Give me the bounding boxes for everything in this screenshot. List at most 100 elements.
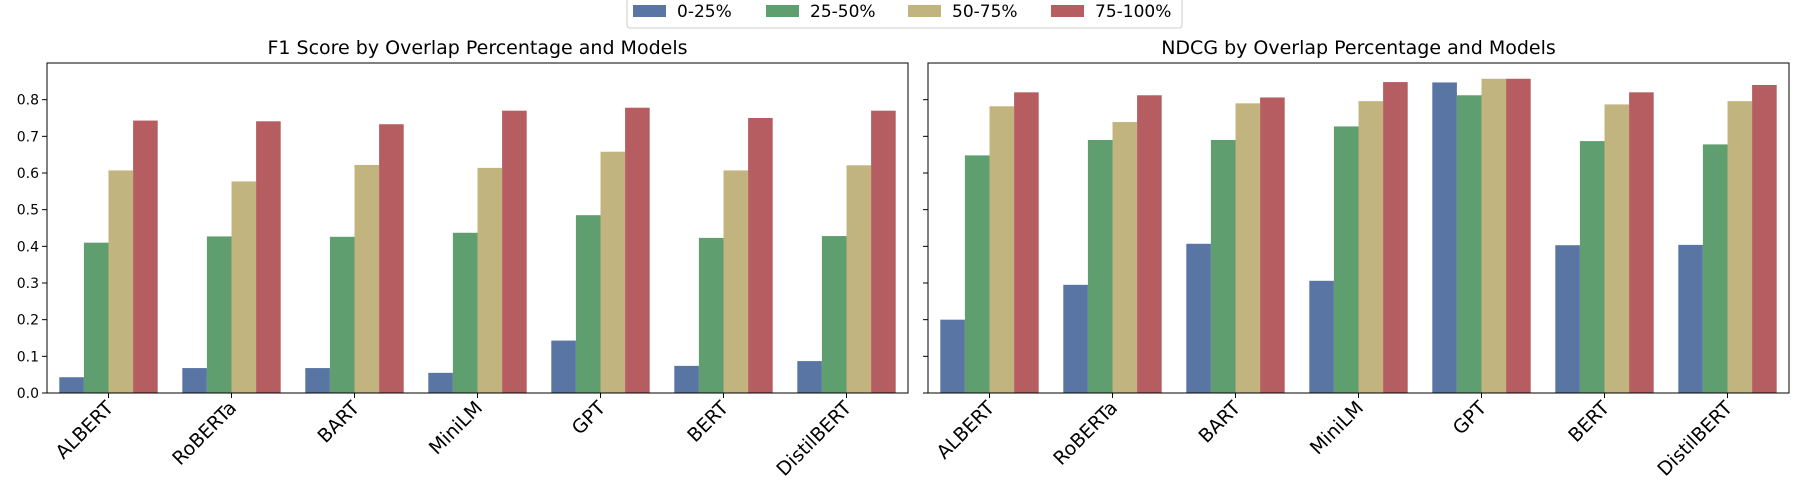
bar-gpt-0-25pct (1432, 82, 1457, 394)
chart-title: NDCG by Overlap Percentage and Models (1161, 37, 1556, 59)
bar-minilm-25-50pct (452, 232, 478, 393)
bar-bert-75-100pct (748, 118, 773, 393)
chart-title: F1 Score by Overlap Percentage and Model… (267, 37, 687, 59)
x-tick-label: DistilBERT (772, 397, 856, 481)
bar-minilm-0-25pct (1309, 280, 1334, 393)
bar-bert-25-50pct (1579, 141, 1605, 393)
bar-distilbert-50-75pct (1727, 101, 1753, 393)
legend-label: 50-75% (952, 2, 1018, 22)
legend-swatch (1051, 5, 1084, 17)
bar-roberta-50-75pct (231, 181, 257, 393)
bar-gpt-25-50pct (575, 215, 601, 393)
legend-item-2: 25-50% (766, 2, 876, 22)
bar-albert-0-25pct (940, 319, 965, 393)
y-tick-label: 0.3 (17, 276, 39, 292)
bar-albert-75-100pct (1014, 92, 1039, 393)
bar-minilm-25-50pct (1333, 126, 1359, 394)
bar-albert-0-25pct (59, 377, 84, 393)
plot-frame (46, 62, 909, 394)
bar-minilm-0-25pct (428, 372, 453, 393)
bar-bart-0-25pct (305, 368, 330, 393)
plot-frame (927, 62, 1790, 394)
bar-bert-75-100pct (1629, 92, 1654, 393)
bar-roberta-50-75pct (1112, 122, 1138, 393)
bar-bert-25-50pct (698, 237, 724, 393)
bar-bart-25-50pct (329, 236, 355, 393)
bar-gpt-0-25pct (551, 340, 576, 393)
bar-distilbert-75-100pct (871, 110, 896, 394)
chart-panel-2: NDCG by Overlap Percentage and Models ALB… (923, 37, 1790, 481)
legend-swatch (766, 5, 799, 17)
bar-bert-0-25pct (674, 365, 699, 393)
y-tick-label: 0.2 (17, 313, 39, 329)
x-tick-label: RoBERTa (168, 397, 241, 470)
bar-bart-25-50pct (1210, 140, 1236, 393)
y-tick-label: 0.0 (17, 386, 39, 402)
x-tick-label: BERT (683, 397, 733, 447)
x-tick-label: BART (313, 397, 364, 448)
y-tick-label: 0.1 (17, 349, 39, 365)
bar-albert-50-75pct (989, 106, 1015, 394)
x-tick-label: MiniLM (1306, 397, 1368, 459)
bar-albert-75-100pct (133, 120, 158, 393)
x-tick-label: ALBERT (933, 397, 1000, 464)
x-tick-label: BERT (1564, 397, 1614, 447)
bar-distilbert-0-25pct (797, 361, 822, 393)
bar-roberta-0-25pct (182, 368, 207, 393)
x-tick-label: BART (1194, 397, 1245, 448)
legend: 0-25% 25-50% 50-75% 75-100% (626, 0, 1183, 29)
y-tick-label: 0.7 (17, 129, 39, 145)
bar-roberta-0-25pct (1063, 284, 1088, 393)
bar-bert-50-75pct (723, 170, 749, 393)
x-tick-label: DistilBERT (1653, 397, 1737, 481)
bar-bert-50-75pct (1604, 104, 1630, 394)
bar-gpt-25-50pct (1456, 95, 1482, 394)
bar-distilbert-0-25pct (1678, 244, 1703, 393)
bar-minilm-75-100pct (1383, 82, 1408, 393)
x-tick-label: GPT (568, 397, 611, 440)
bar-albert-25-50pct (83, 242, 109, 393)
y-tick-label: 0.8 (17, 93, 39, 109)
legend-label: 0-25% (677, 2, 732, 22)
bar-bert-0-25pct (1555, 245, 1580, 393)
x-tick-label: ALBERT (52, 397, 119, 464)
bar-gpt-50-75pct (1481, 78, 1507, 394)
bar-gpt-75-100pct (625, 107, 650, 393)
bar-roberta-25-50pct (1087, 140, 1113, 393)
x-tick-label: GPT (1449, 397, 1492, 440)
bar-albert-50-75pct (108, 170, 134, 393)
bar-gpt-50-75pct (600, 151, 626, 393)
legend-frame (626, 0, 1183, 29)
bar-albert-25-50pct (964, 155, 990, 393)
bar-bart-50-75pct (354, 164, 380, 393)
bar-roberta-25-50pct (206, 236, 232, 393)
bar-minilm-50-75pct (1358, 101, 1384, 393)
y-tick-label: 0.6 (17, 166, 39, 182)
legend-item-1: 0-25% (633, 2, 732, 22)
bar-bart-75-100pct (379, 124, 404, 393)
bar-bart-75-100pct (1260, 97, 1285, 393)
bar-minilm-50-75pct (477, 167, 503, 393)
bar-distilbert-75-100pct (1752, 85, 1777, 393)
bar-bart-0-25pct (1186, 243, 1211, 393)
legend-item-3: 50-75% (908, 2, 1018, 22)
bar-distilbert-50-75pct (846, 165, 872, 393)
x-tick-label: MiniLM (425, 397, 487, 459)
bar-minilm-75-100pct (502, 110, 527, 394)
bar-bart-50-75pct (1235, 103, 1261, 393)
legend-item-4: 75-100% (1051, 2, 1171, 22)
bar-roberta-75-100pct (256, 121, 281, 394)
bar-distilbert-25-50pct (821, 236, 847, 393)
y-tick-label: 0.5 (17, 203, 39, 219)
bar-roberta-75-100pct (1137, 95, 1162, 394)
legend-label: 25-50% (810, 2, 876, 22)
x-tick-label: RoBERTa (1049, 397, 1122, 470)
bar-gpt-75-100pct (1506, 78, 1531, 394)
legend-swatch (633, 5, 666, 17)
legend-swatch (908, 5, 941, 17)
bar-distilbert-25-50pct (1702, 144, 1728, 393)
y-tick-label: 0.4 (17, 239, 39, 255)
chart-panel-1: F1 Score by Overlap Percentage and Model… (17, 37, 909, 481)
